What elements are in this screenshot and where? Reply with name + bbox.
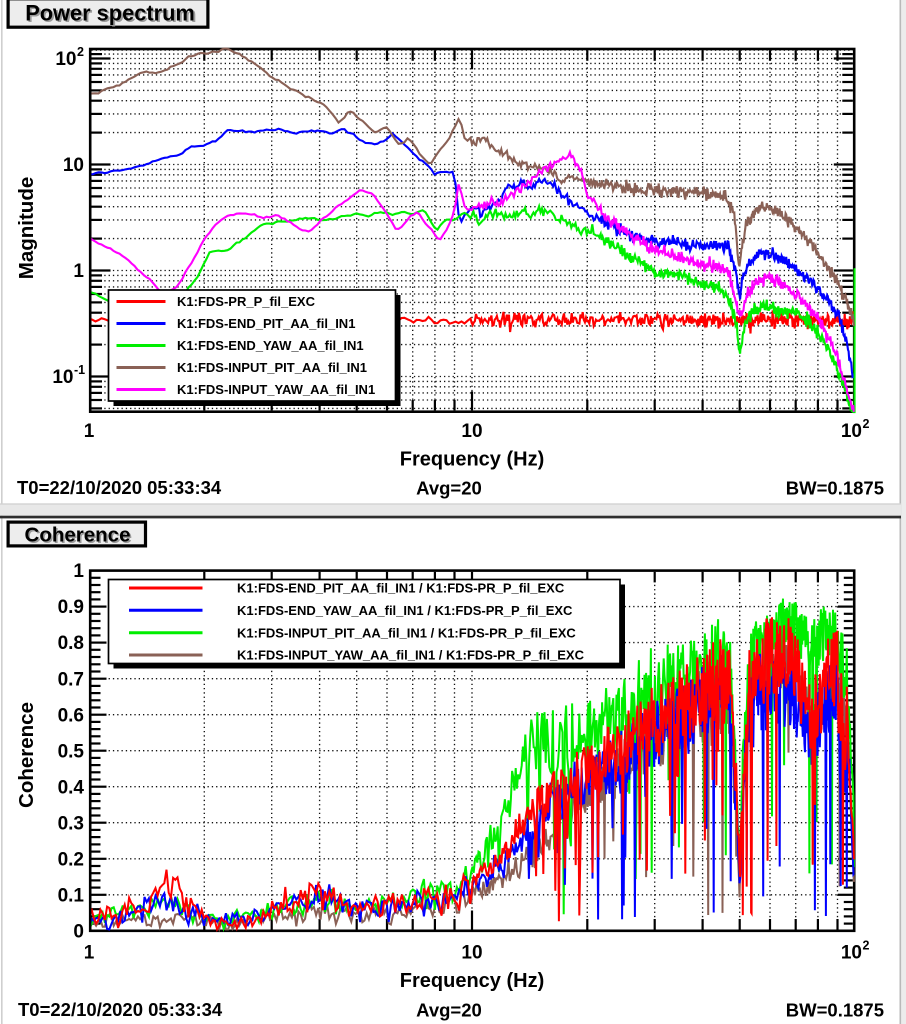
svg-text:2: 2	[863, 939, 870, 953]
svg-text:K1:FDS-END_PIT_AA_fil_IN1: K1:FDS-END_PIT_AA_fil_IN1	[177, 316, 355, 331]
svg-text:1: 1	[73, 561, 84, 582]
svg-text:-1: -1	[74, 363, 85, 377]
svg-text:10: 10	[841, 943, 862, 964]
svg-text:T0=22/10/2020 05:33:34: T0=22/10/2020 05:33:34	[17, 477, 222, 498]
svg-text:0.3: 0.3	[58, 813, 84, 834]
svg-text:Magnitude: Magnitude	[15, 177, 38, 280]
svg-text:1: 1	[84, 421, 95, 442]
svg-text:Avg=20: Avg=20	[416, 1000, 482, 1021]
svg-text:K1:FDS-END_PIT_AA_fil_IN1 / K1: K1:FDS-END_PIT_AA_fil_IN1 / K1:FDS-PR_P_…	[237, 581, 565, 596]
svg-text:BW=0.1875: BW=0.1875	[786, 478, 884, 499]
svg-text:T0=22/10/2020 05:33:34: T0=22/10/2020 05:33:34	[18, 999, 223, 1020]
svg-text:10: 10	[461, 943, 482, 964]
svg-text:Power spectrum: Power spectrum	[25, 0, 195, 25]
svg-text:0.2: 0.2	[58, 849, 84, 870]
svg-text:Coherence: Coherence	[15, 702, 38, 808]
svg-text:Frequency (Hz): Frequency (Hz)	[400, 449, 544, 471]
svg-text:K1:FDS-END_YAW_AA_fil_IN1 / K1: K1:FDS-END_YAW_AA_fil_IN1 / K1:FDS-PR_P_…	[237, 603, 573, 618]
svg-text:10: 10	[52, 367, 73, 388]
svg-text:2: 2	[863, 417, 870, 431]
svg-text:0.6: 0.6	[58, 705, 84, 726]
svg-text:Coherence: Coherence	[25, 524, 131, 547]
svg-text:10: 10	[841, 421, 862, 442]
svg-text:K1:FDS-PR_P_fil_EXC: K1:FDS-PR_P_fil_EXC	[177, 294, 316, 309]
svg-text:0: 0	[73, 921, 84, 942]
svg-text:1: 1	[84, 943, 95, 964]
svg-text:K1:FDS-INPUT_PIT_AA_fil_IN1 /: K1:FDS-INPUT_PIT_AA_fil_IN1 / K1:FDS-PR_…	[237, 625, 576, 640]
svg-text:0.1: 0.1	[58, 885, 85, 906]
svg-text:K1:FDS-INPUT_YAW_AA_fil_IN1: K1:FDS-INPUT_YAW_AA_fil_IN1	[177, 382, 375, 397]
svg-text:0.5: 0.5	[58, 741, 85, 762]
svg-text:K1:FDS-INPUT_YAW_AA_fil_IN1 /: K1:FDS-INPUT_YAW_AA_fil_IN1 / K1:FDS-PR_…	[237, 648, 585, 663]
svg-text:2: 2	[77, 45, 84, 59]
svg-text:0.8: 0.8	[58, 633, 84, 654]
svg-text:0.9: 0.9	[58, 597, 84, 618]
svg-text:10: 10	[63, 155, 84, 176]
svg-text:10: 10	[461, 421, 482, 442]
svg-text:Avg=20: Avg=20	[416, 478, 482, 499]
svg-text:0.7: 0.7	[58, 669, 84, 690]
svg-text:Frequency (Hz): Frequency (Hz)	[400, 970, 544, 992]
svg-text:Coherence: Coherence	[26, 525, 132, 548]
svg-text:K1:FDS-END_YAW_AA_fil_IN1: K1:FDS-END_YAW_AA_fil_IN1	[177, 338, 364, 353]
svg-text:1: 1	[73, 261, 84, 282]
svg-text:Power spectrum: Power spectrum	[27, 2, 197, 27]
svg-text:K1:FDS-INPUT_PIT_AA_fil_IN1: K1:FDS-INPUT_PIT_AA_fil_IN1	[177, 360, 367, 375]
svg-text:10: 10	[55, 49, 76, 70]
svg-text:BW=0.1875: BW=0.1875	[786, 1000, 884, 1021]
svg-text:0.4: 0.4	[58, 777, 85, 798]
